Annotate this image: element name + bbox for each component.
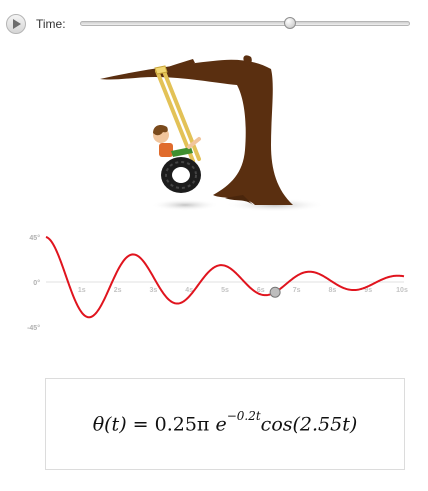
angle-curve (45, 236, 405, 319)
y-tick-label: 0° (33, 279, 40, 287)
formula-coef: 0.25π (154, 413, 210, 436)
formula-base: e (215, 413, 227, 436)
tire-swing (153, 65, 201, 193)
swing-shadow (151, 199, 219, 211)
play-icon (13, 19, 21, 29)
time-slider-track[interactable] (80, 21, 410, 26)
x-tick-label: 7s (293, 287, 301, 294)
x-tick-label: 6s (257, 287, 265, 294)
tire-icon (161, 157, 201, 193)
x-tick-label: 2s (114, 287, 122, 294)
x-tick-label: 3s (150, 287, 158, 294)
play-button[interactable] (6, 14, 26, 34)
formula-lhs: θ(t) = (92, 413, 155, 436)
time-label: Time: (36, 17, 66, 31)
x-tick-label: 8s (329, 287, 337, 294)
formula-exponent: −0.2t (226, 409, 261, 424)
x-tick-label: 4s (185, 287, 193, 294)
formula-box: θ(t) = 0.25π e−0.2tcos(2.55t) (45, 378, 405, 470)
child-icon (153, 125, 201, 157)
x-tick-label: 1s (78, 287, 86, 294)
formula: θ(t) = 0.25π e−0.2tcos(2.55t) (92, 409, 358, 436)
x-tick-label: 9s (364, 287, 372, 294)
current-time-marker[interactable] (269, 286, 281, 298)
x-tick-label: 10s (396, 287, 408, 294)
x-tick-label: 5s (221, 287, 229, 294)
angle-plot: 45° 0° -45° 1s 2s 3s 4s 5s 6s 7s 8s 9s 10s (27, 234, 408, 332)
time-slider-thumb[interactable] (283, 17, 296, 29)
tree-swing-illustration (100, 55, 325, 212)
formula-tail: cos(2.55t) (260, 413, 358, 436)
y-tick-label: 45° (29, 234, 40, 242)
y-tick-label: -45° (27, 324, 40, 332)
